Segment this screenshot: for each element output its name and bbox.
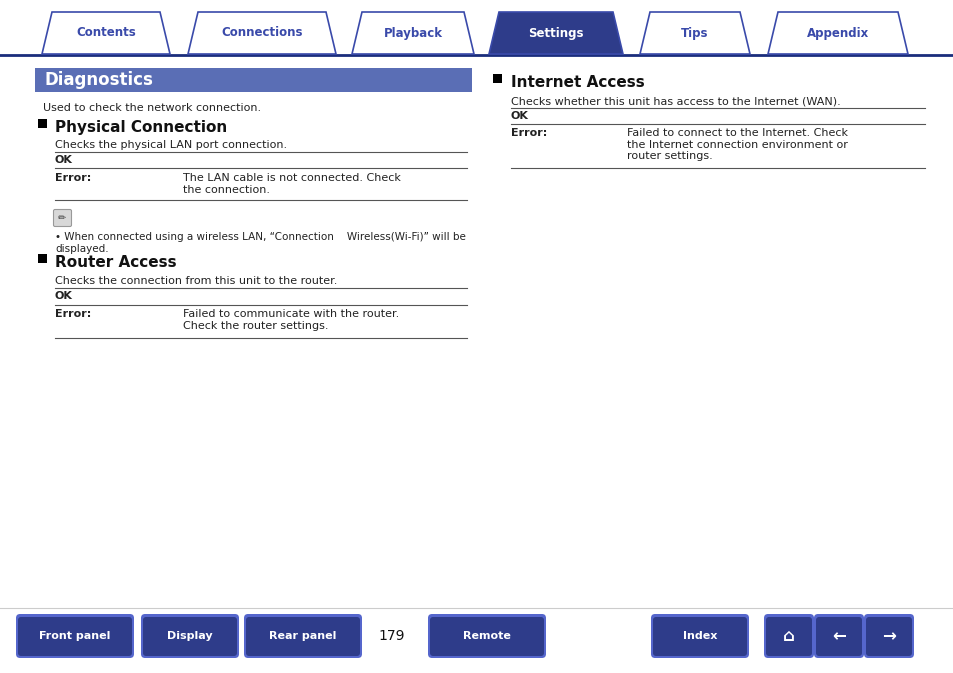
Text: Diagnostics: Diagnostics <box>45 71 153 89</box>
Text: Internet Access: Internet Access <box>511 75 644 90</box>
Bar <box>493 74 501 83</box>
Text: The LAN cable is not connected. Check
the connection.: The LAN cable is not connected. Check th… <box>183 173 400 194</box>
Polygon shape <box>767 12 907 54</box>
Text: Error:: Error: <box>55 309 91 319</box>
Polygon shape <box>489 12 622 54</box>
FancyBboxPatch shape <box>18 617 132 656</box>
FancyBboxPatch shape <box>865 617 911 656</box>
Text: Display: Display <box>167 631 213 641</box>
Text: OK: OK <box>55 155 72 165</box>
Text: Playback: Playback <box>383 26 442 40</box>
FancyBboxPatch shape <box>652 617 746 656</box>
Text: Failed to communicate with the router.
Check the router settings.: Failed to communicate with the router. C… <box>183 309 399 330</box>
Text: Contents: Contents <box>76 26 135 40</box>
FancyBboxPatch shape <box>246 617 359 656</box>
Polygon shape <box>352 12 474 54</box>
Text: Settings: Settings <box>528 26 583 40</box>
Text: Used to check the network connection.: Used to check the network connection. <box>43 103 261 113</box>
Text: Error:: Error: <box>511 128 547 138</box>
Text: ⌂: ⌂ <box>782 627 794 645</box>
FancyBboxPatch shape <box>815 617 862 656</box>
FancyBboxPatch shape <box>428 614 545 658</box>
Text: Front panel: Front panel <box>39 631 111 641</box>
Bar <box>38 254 47 263</box>
FancyBboxPatch shape <box>813 614 863 658</box>
FancyBboxPatch shape <box>16 614 133 658</box>
Text: OK: OK <box>511 111 528 121</box>
Text: ✏: ✏ <box>58 213 66 223</box>
FancyBboxPatch shape <box>53 209 71 227</box>
FancyBboxPatch shape <box>763 614 813 658</box>
FancyBboxPatch shape <box>650 614 748 658</box>
FancyBboxPatch shape <box>765 617 811 656</box>
Bar <box>38 119 47 128</box>
FancyBboxPatch shape <box>35 68 472 92</box>
Text: Appendix: Appendix <box>806 26 868 40</box>
Text: Connections: Connections <box>221 26 302 40</box>
Text: Tips: Tips <box>680 26 708 40</box>
Text: Physical Connection: Physical Connection <box>55 120 227 135</box>
FancyBboxPatch shape <box>430 617 543 656</box>
FancyBboxPatch shape <box>141 614 239 658</box>
Text: ←: ← <box>831 627 845 645</box>
Text: Rear panel: Rear panel <box>269 631 336 641</box>
Text: Router Access: Router Access <box>55 255 176 270</box>
Text: →: → <box>882 627 895 645</box>
FancyBboxPatch shape <box>143 617 236 656</box>
Text: Checks the connection from this unit to the router.: Checks the connection from this unit to … <box>55 276 337 286</box>
FancyBboxPatch shape <box>244 614 361 658</box>
Text: Remote: Remote <box>462 631 511 641</box>
Polygon shape <box>188 12 335 54</box>
Text: OK: OK <box>55 291 72 301</box>
Text: Checks the physical LAN port connection.: Checks the physical LAN port connection. <box>55 140 287 150</box>
Polygon shape <box>42 12 170 54</box>
Text: 179: 179 <box>378 629 405 643</box>
Polygon shape <box>639 12 749 54</box>
Text: Index: Index <box>682 631 717 641</box>
Text: Error:: Error: <box>55 173 91 183</box>
Text: Failed to connect to the Internet. Check
the Internet connection environment or
: Failed to connect to the Internet. Check… <box>626 128 847 162</box>
Text: • When connected using a wireless LAN, “Connection    Wireless(Wi-Fi)” will be
d: • When connected using a wireless LAN, “… <box>55 232 465 254</box>
Text: Checks whether this unit has access to the Internet (WAN).: Checks whether this unit has access to t… <box>511 96 840 106</box>
FancyBboxPatch shape <box>863 614 913 658</box>
